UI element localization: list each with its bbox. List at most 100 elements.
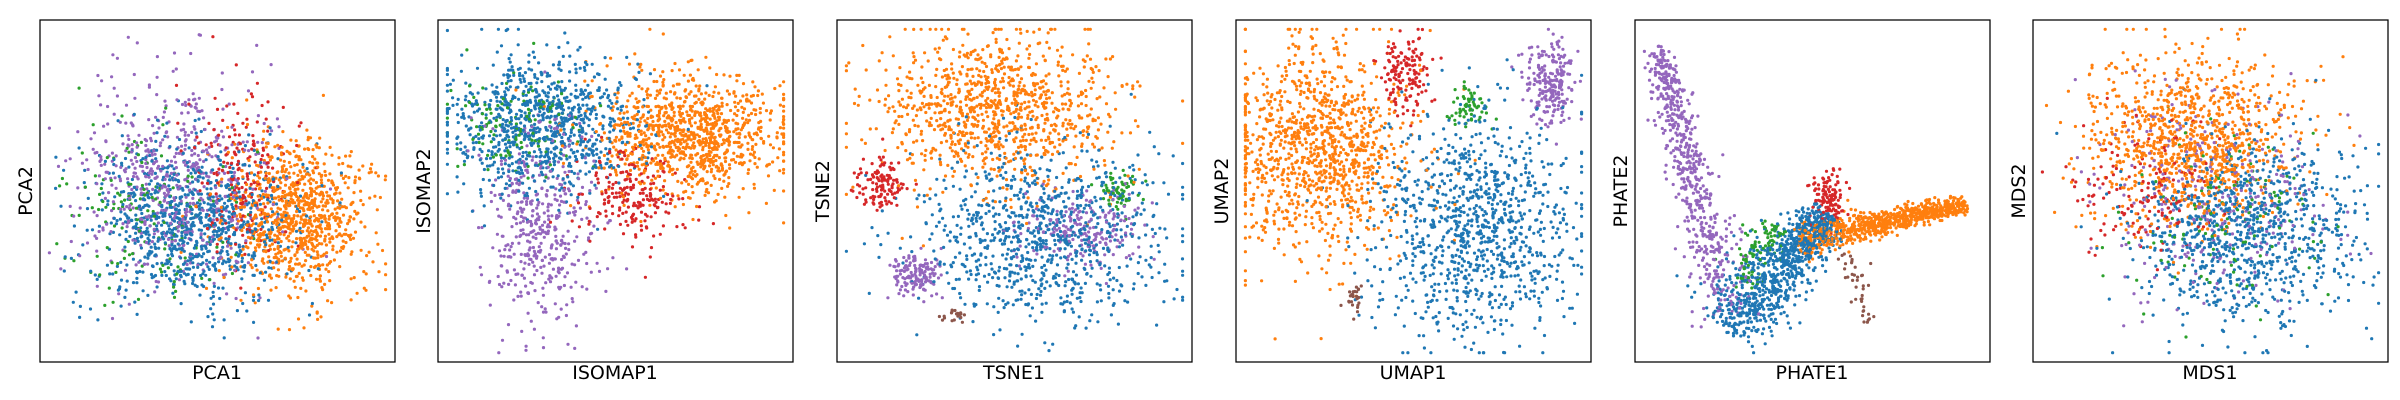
- scatter-point-purple: [220, 129, 224, 133]
- scatter-point-orange: [674, 120, 678, 125]
- scatter-point-blue: [241, 301, 245, 306]
- scatter-point-blue: [254, 263, 258, 268]
- scatter-point-orange: [330, 301, 334, 305]
- scatter-point-purple: [110, 151, 114, 155]
- scatter-point-blue: [191, 220, 195, 225]
- scatter-point-blue: [229, 170, 234, 174]
- scatter-point-blue: [520, 171, 525, 175]
- scatter-point-blue: [280, 218, 284, 222]
- scatter-point-red: [237, 166, 241, 170]
- scatter-point-orange: [276, 247, 280, 251]
- scatter-point-purple: [506, 323, 511, 327]
- scatter-point-blue: [186, 165, 190, 169]
- scatter-point-orange: [614, 170, 618, 174]
- scatter-point-orange: [323, 282, 327, 286]
- scatter-point-blue: [147, 204, 151, 208]
- scatter-point-orange: [245, 98, 249, 102]
- scatter-point-orange: [374, 231, 378, 235]
- scatter-point-blue: [209, 203, 213, 207]
- scatter-point-blue: [496, 170, 500, 174]
- scatter-point-orange: [318, 225, 322, 229]
- scatter-point-red: [580, 192, 585, 196]
- scatter-point-blue: [479, 191, 483, 195]
- scatter-point-orange: [728, 74, 732, 78]
- scatter-point-blue: [482, 204, 486, 208]
- scatter-point-purple: [514, 217, 518, 221]
- scatter-point-blue: [495, 85, 499, 89]
- scatter-point-purple: [500, 338, 505, 342]
- scatter-point-green: [445, 102, 449, 106]
- scatter-point-purple: [164, 208, 168, 212]
- scatter-point-orange: [281, 175, 285, 179]
- scatter-point-blue: [573, 62, 577, 66]
- scatter-point-orange: [295, 250, 299, 254]
- scatter-point-purple: [220, 71, 224, 75]
- scatter-point-blue: [536, 77, 540, 81]
- scatter-point-purple: [131, 238, 135, 242]
- scatter-point-purple: [119, 165, 123, 169]
- scatter-point-purple: [189, 104, 193, 108]
- scatter-point-blue: [153, 245, 157, 249]
- scatter-point-orange: [240, 169, 244, 173]
- scatter-point-orange: [651, 159, 656, 163]
- scatter-point-orange: [676, 194, 680, 198]
- scatter-point-green: [486, 168, 490, 172]
- scatter-point-purple: [538, 225, 542, 229]
- scatter-point-red: [671, 194, 675, 198]
- scatter-point-red: [266, 129, 270, 133]
- scatter-point-green: [172, 280, 176, 284]
- scatter-point-purple: [158, 144, 162, 148]
- scatter-point-red: [630, 245, 635, 249]
- scatter-point-blue: [571, 141, 575, 145]
- scatter-point-blue: [139, 208, 143, 212]
- scatter-point-orange: [293, 285, 297, 289]
- scatter-point-blue: [522, 77, 526, 81]
- scatter-point-green: [90, 206, 94, 210]
- scatter-point-purple: [99, 163, 103, 167]
- scatter-point-blue: [305, 167, 309, 171]
- scatter-point-orange: [353, 175, 358, 179]
- scatter-point-purple: [86, 167, 90, 172]
- scatter-point-purple: [136, 177, 140, 181]
- scatter-point-orange: [326, 299, 330, 303]
- scatter-point-purple: [218, 257, 222, 261]
- scatter-point-blue: [611, 128, 616, 132]
- scatter-point-blue: [228, 258, 232, 262]
- scatter-point-purple: [103, 162, 107, 166]
- scatter-point-orange: [309, 215, 313, 219]
- scatter-point-blue: [584, 95, 588, 100]
- scatter-point-red: [640, 188, 644, 192]
- scatter-point-blue: [221, 262, 225, 266]
- scatter-point-orange: [782, 126, 786, 130]
- scatter-point-orange: [782, 104, 786, 108]
- scatter-point-blue: [171, 231, 175, 235]
- scatter-point-blue: [115, 219, 119, 223]
- scatter-point-purple: [534, 236, 538, 240]
- scatter-point-purple: [211, 218, 215, 222]
- scatter-point-blue: [593, 183, 597, 187]
- scatter-point-orange: [757, 121, 761, 125]
- scatter-point-blue: [339, 171, 343, 175]
- scatter-point-orange: [648, 203, 652, 207]
- scatter-point-green: [77, 213, 81, 217]
- scatter-point-purple: [585, 287, 589, 291]
- scatter-point-purple: [105, 222, 109, 226]
- scatter-point-blue: [177, 137, 182, 142]
- scatter-point-orange: [321, 288, 325, 292]
- scatter-point-blue: [247, 253, 251, 257]
- scatter-point-orange: [272, 189, 276, 194]
- scatter-point-blue: [218, 213, 222, 217]
- scatter-point-blue: [590, 151, 594, 155]
- scatter-point-orange: [694, 84, 698, 88]
- scatter-point-orange: [671, 84, 676, 88]
- scatter-point-green: [58, 184, 62, 188]
- scatter-point-orange: [309, 273, 313, 278]
- scatter-point-orange: [720, 101, 724, 105]
- scatter-point-red: [249, 92, 253, 96]
- scatter-point-blue: [136, 239, 140, 243]
- scatter-point-blue: [576, 48, 580, 52]
- scatter-point-blue: [276, 184, 280, 189]
- scatter-point-orange: [277, 237, 281, 241]
- scatter-point-orange: [651, 115, 655, 119]
- scatter-point-orange: [273, 145, 277, 149]
